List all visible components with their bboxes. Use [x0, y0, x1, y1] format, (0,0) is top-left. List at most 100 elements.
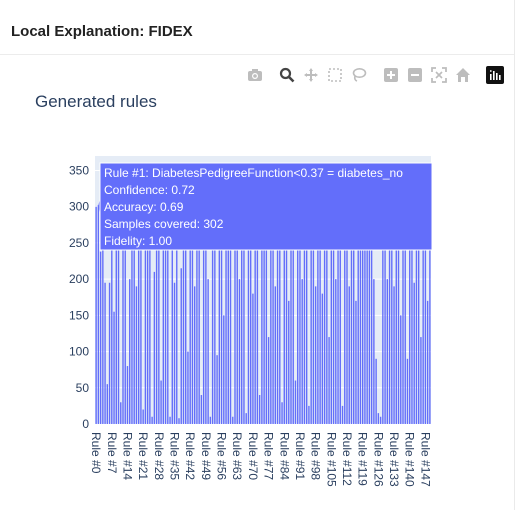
bar-rule-88[interactable] [292, 250, 294, 424]
lasso-icon[interactable] [350, 66, 368, 84]
bar-rule-69[interactable] [249, 250, 252, 424]
bar-rule-29[interactable] [160, 380, 162, 424]
bar-rule-30[interactable] [162, 250, 165, 424]
bar-rule-148[interactable] [426, 300, 429, 424]
bar-rule-52[interactable] [211, 250, 214, 424]
bar-rule-3[interactable] [102, 235, 104, 424]
bar-rule-56[interactable] [220, 250, 223, 424]
bar-rule-103[interactable] [326, 250, 328, 424]
bar-rule-83[interactable] [281, 402, 283, 424]
bar-rule-45[interactable] [196, 250, 198, 424]
bar-rule-71[interactable] [254, 250, 256, 424]
bar-rule-116[interactable] [355, 300, 357, 424]
bar-rule-140[interactable] [409, 250, 411, 424]
box-select-icon[interactable] [326, 66, 344, 84]
bar-rule-106[interactable] [332, 250, 335, 424]
bar-rule-79[interactable] [272, 250, 274, 424]
bar-rule-123[interactable] [370, 250, 373, 424]
bar-rule-20[interactable] [140, 250, 142, 424]
bar-rule-19[interactable] [137, 250, 140, 424]
bar-rule-143[interactable] [415, 250, 418, 424]
bar-rule-35[interactable] [173, 282, 176, 424]
bar-rule-110[interactable] [341, 405, 344, 424]
bar-rule-43[interactable] [191, 250, 194, 424]
bar-rule-80[interactable] [274, 286, 277, 424]
bar-rule-124[interactable] [373, 279, 375, 424]
bar-rule-23[interactable] [146, 250, 149, 424]
bar-rule-59[interactable] [227, 250, 229, 424]
bar-rule-68[interactable] [247, 250, 250, 424]
zoom-out-icon[interactable] [406, 66, 424, 84]
bar-rule-130[interactable] [386, 279, 389, 424]
bar-rule-22[interactable] [144, 250, 147, 424]
bar-rule-102[interactable] [323, 250, 326, 424]
bar-rule-122[interactable] [368, 250, 371, 424]
bar-rule-128[interactable] [382, 250, 384, 424]
bar-rule-54[interactable] [216, 355, 218, 424]
bar-rule-97[interactable] [312, 250, 315, 424]
bar-rule-10[interactable] [117, 250, 120, 424]
bar-rule-25[interactable] [151, 416, 153, 424]
bar-rule-137[interactable] [402, 250, 404, 424]
bar-rule-104[interactable] [328, 337, 330, 424]
bar-rule-129[interactable] [384, 250, 386, 424]
bar-rule-48[interactable] [202, 250, 205, 424]
bar-rule-46[interactable] [198, 250, 200, 424]
bar-rule-114[interactable] [350, 250, 353, 424]
bar-rule-21[interactable] [142, 409, 144, 424]
bar-rule-70[interactable] [252, 293, 254, 424]
bar-rule-118[interactable] [359, 250, 362, 424]
autoscale-icon[interactable] [430, 66, 448, 84]
bar-rule-120[interactable] [364, 250, 366, 424]
bar-rule-75[interactable] [263, 250, 265, 424]
bar-rule-15[interactable] [129, 279, 131, 424]
bar-rule-82[interactable] [279, 250, 281, 424]
bar-rule-136[interactable] [400, 315, 402, 424]
bar-rule-92[interactable] [301, 279, 303, 424]
bar-rule-86[interactable] [288, 300, 290, 424]
bar-rule-4[interactable] [104, 282, 106, 424]
bar-rule-108[interactable] [337, 250, 339, 424]
bar-rule-127[interactable] [379, 416, 382, 424]
bar-rule-119[interactable] [361, 250, 364, 424]
bar-rule-84[interactable] [283, 250, 285, 424]
bar-rule-0[interactable] [95, 206, 97, 424]
bar-rule-146[interactable] [422, 250, 424, 424]
bar-rule-138[interactable] [404, 250, 406, 424]
zoom-in-icon[interactable] [382, 66, 400, 84]
bar-rule-2[interactable] [99, 251, 102, 424]
bar-rule-93[interactable] [303, 250, 306, 424]
bar-rule-50[interactable] [207, 279, 209, 424]
bar-rule-11[interactable] [120, 402, 122, 424]
bar-rule-81[interactable] [276, 250, 279, 424]
bar-rule-144[interactable] [417, 250, 420, 424]
bar-rule-17[interactable] [133, 250, 135, 424]
bar-rule-40[interactable] [185, 250, 187, 424]
plotly-logo-icon[interactable] [486, 66, 504, 84]
bar-rule-107[interactable] [335, 279, 337, 424]
bar-rule-94[interactable] [305, 250, 308, 424]
bar-rule-64[interactable] [238, 279, 241, 424]
bar-rule-131[interactable] [388, 250, 391, 424]
bar-rule-149[interactable] [429, 250, 431, 424]
bar-rule-95[interactable] [308, 405, 310, 424]
bar-rule-77[interactable] [267, 337, 270, 424]
bar-rule-139[interactable] [406, 358, 409, 424]
bar-rule-90[interactable] [297, 250, 299, 424]
bar-rule-141[interactable] [411, 250, 413, 424]
bar-rule-9[interactable] [115, 250, 117, 424]
bar-rule-135[interactable] [397, 250, 400, 424]
bar-rule-65[interactable] [241, 250, 243, 424]
bar-rule-53[interactable] [214, 250, 216, 424]
bar-rule-76[interactable] [265, 250, 268, 424]
bar-rule-44[interactable] [193, 286, 196, 424]
bar-rule-72[interactable] [256, 250, 259, 424]
bar-rule-132[interactable] [391, 250, 393, 424]
bar-rule-74[interactable] [261, 250, 263, 424]
bar-rule-7[interactable] [111, 250, 113, 424]
bar-rule-28[interactable] [158, 250, 160, 424]
bar-rule-62[interactable] [234, 250, 236, 424]
bar-rule-33[interactable] [169, 416, 171, 424]
bar-rule-111[interactable] [344, 250, 346, 424]
bar-rule-66[interactable] [243, 250, 245, 424]
